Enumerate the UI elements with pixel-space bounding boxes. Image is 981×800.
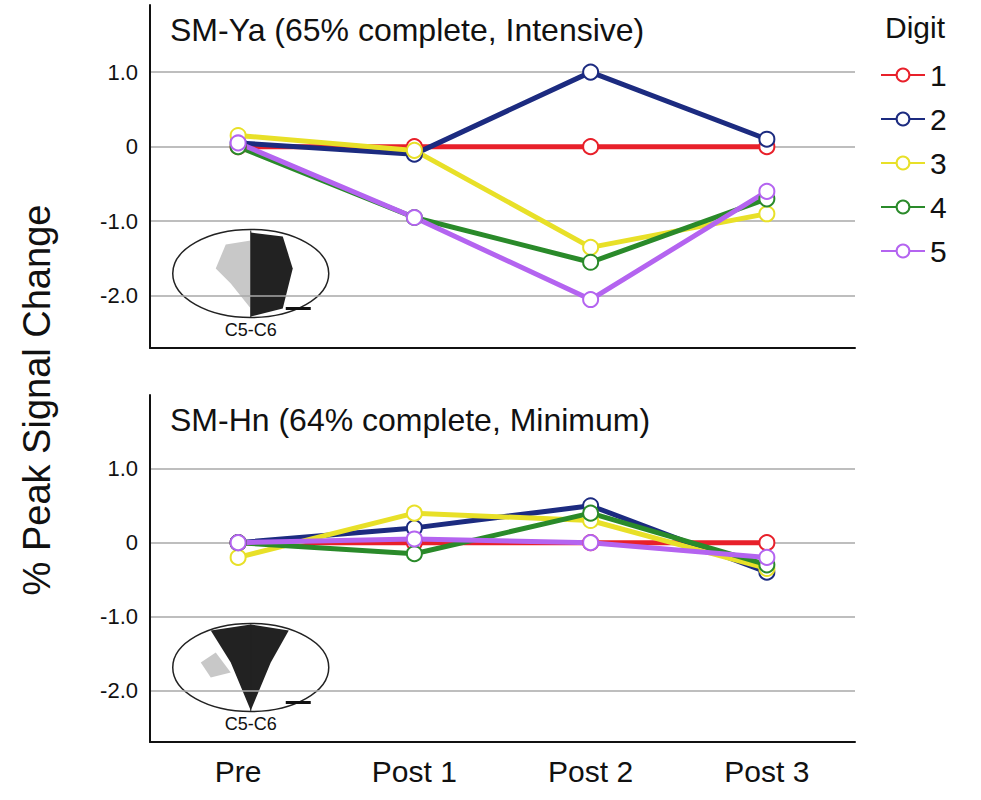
svg-text:-2.0: -2.0 — [100, 283, 138, 308]
svg-text:C5-C6: C5-C6 — [225, 320, 277, 340]
svg-text:1.0: 1.0 — [107, 60, 138, 85]
svg-text:-1.0: -1.0 — [100, 604, 138, 629]
svg-text:Digit: Digit — [885, 11, 946, 44]
svg-text:SM-Hn (64% complete, Minimum): SM-Hn (64% complete, Minimum) — [170, 402, 650, 438]
svg-text:-1.0: -1.0 — [100, 209, 138, 234]
svg-text:C5-C6: C5-C6 — [225, 714, 277, 734]
svg-text:% Peak Signal Change: % Peak Signal Change — [16, 205, 58, 596]
svg-text:Pre: Pre — [215, 755, 262, 788]
svg-text:4: 4 — [930, 191, 947, 224]
svg-text:Post 2: Post 2 — [548, 755, 633, 788]
svg-text:5: 5 — [930, 235, 947, 268]
svg-text:0: 0 — [126, 134, 138, 159]
svg-text:1: 1 — [930, 59, 947, 92]
svg-text:2: 2 — [930, 103, 947, 136]
svg-text:1.0: 1.0 — [107, 456, 138, 481]
svg-text:-2.0: -2.0 — [100, 678, 138, 703]
svg-text:0: 0 — [126, 530, 138, 555]
svg-text:Post 1: Post 1 — [372, 755, 457, 788]
svg-text:Post 3: Post 3 — [724, 755, 809, 788]
svg-text:3: 3 — [930, 147, 947, 180]
svg-text:SM-Ya (65% complete, Intensive: SM-Ya (65% complete, Intensive) — [170, 12, 644, 48]
